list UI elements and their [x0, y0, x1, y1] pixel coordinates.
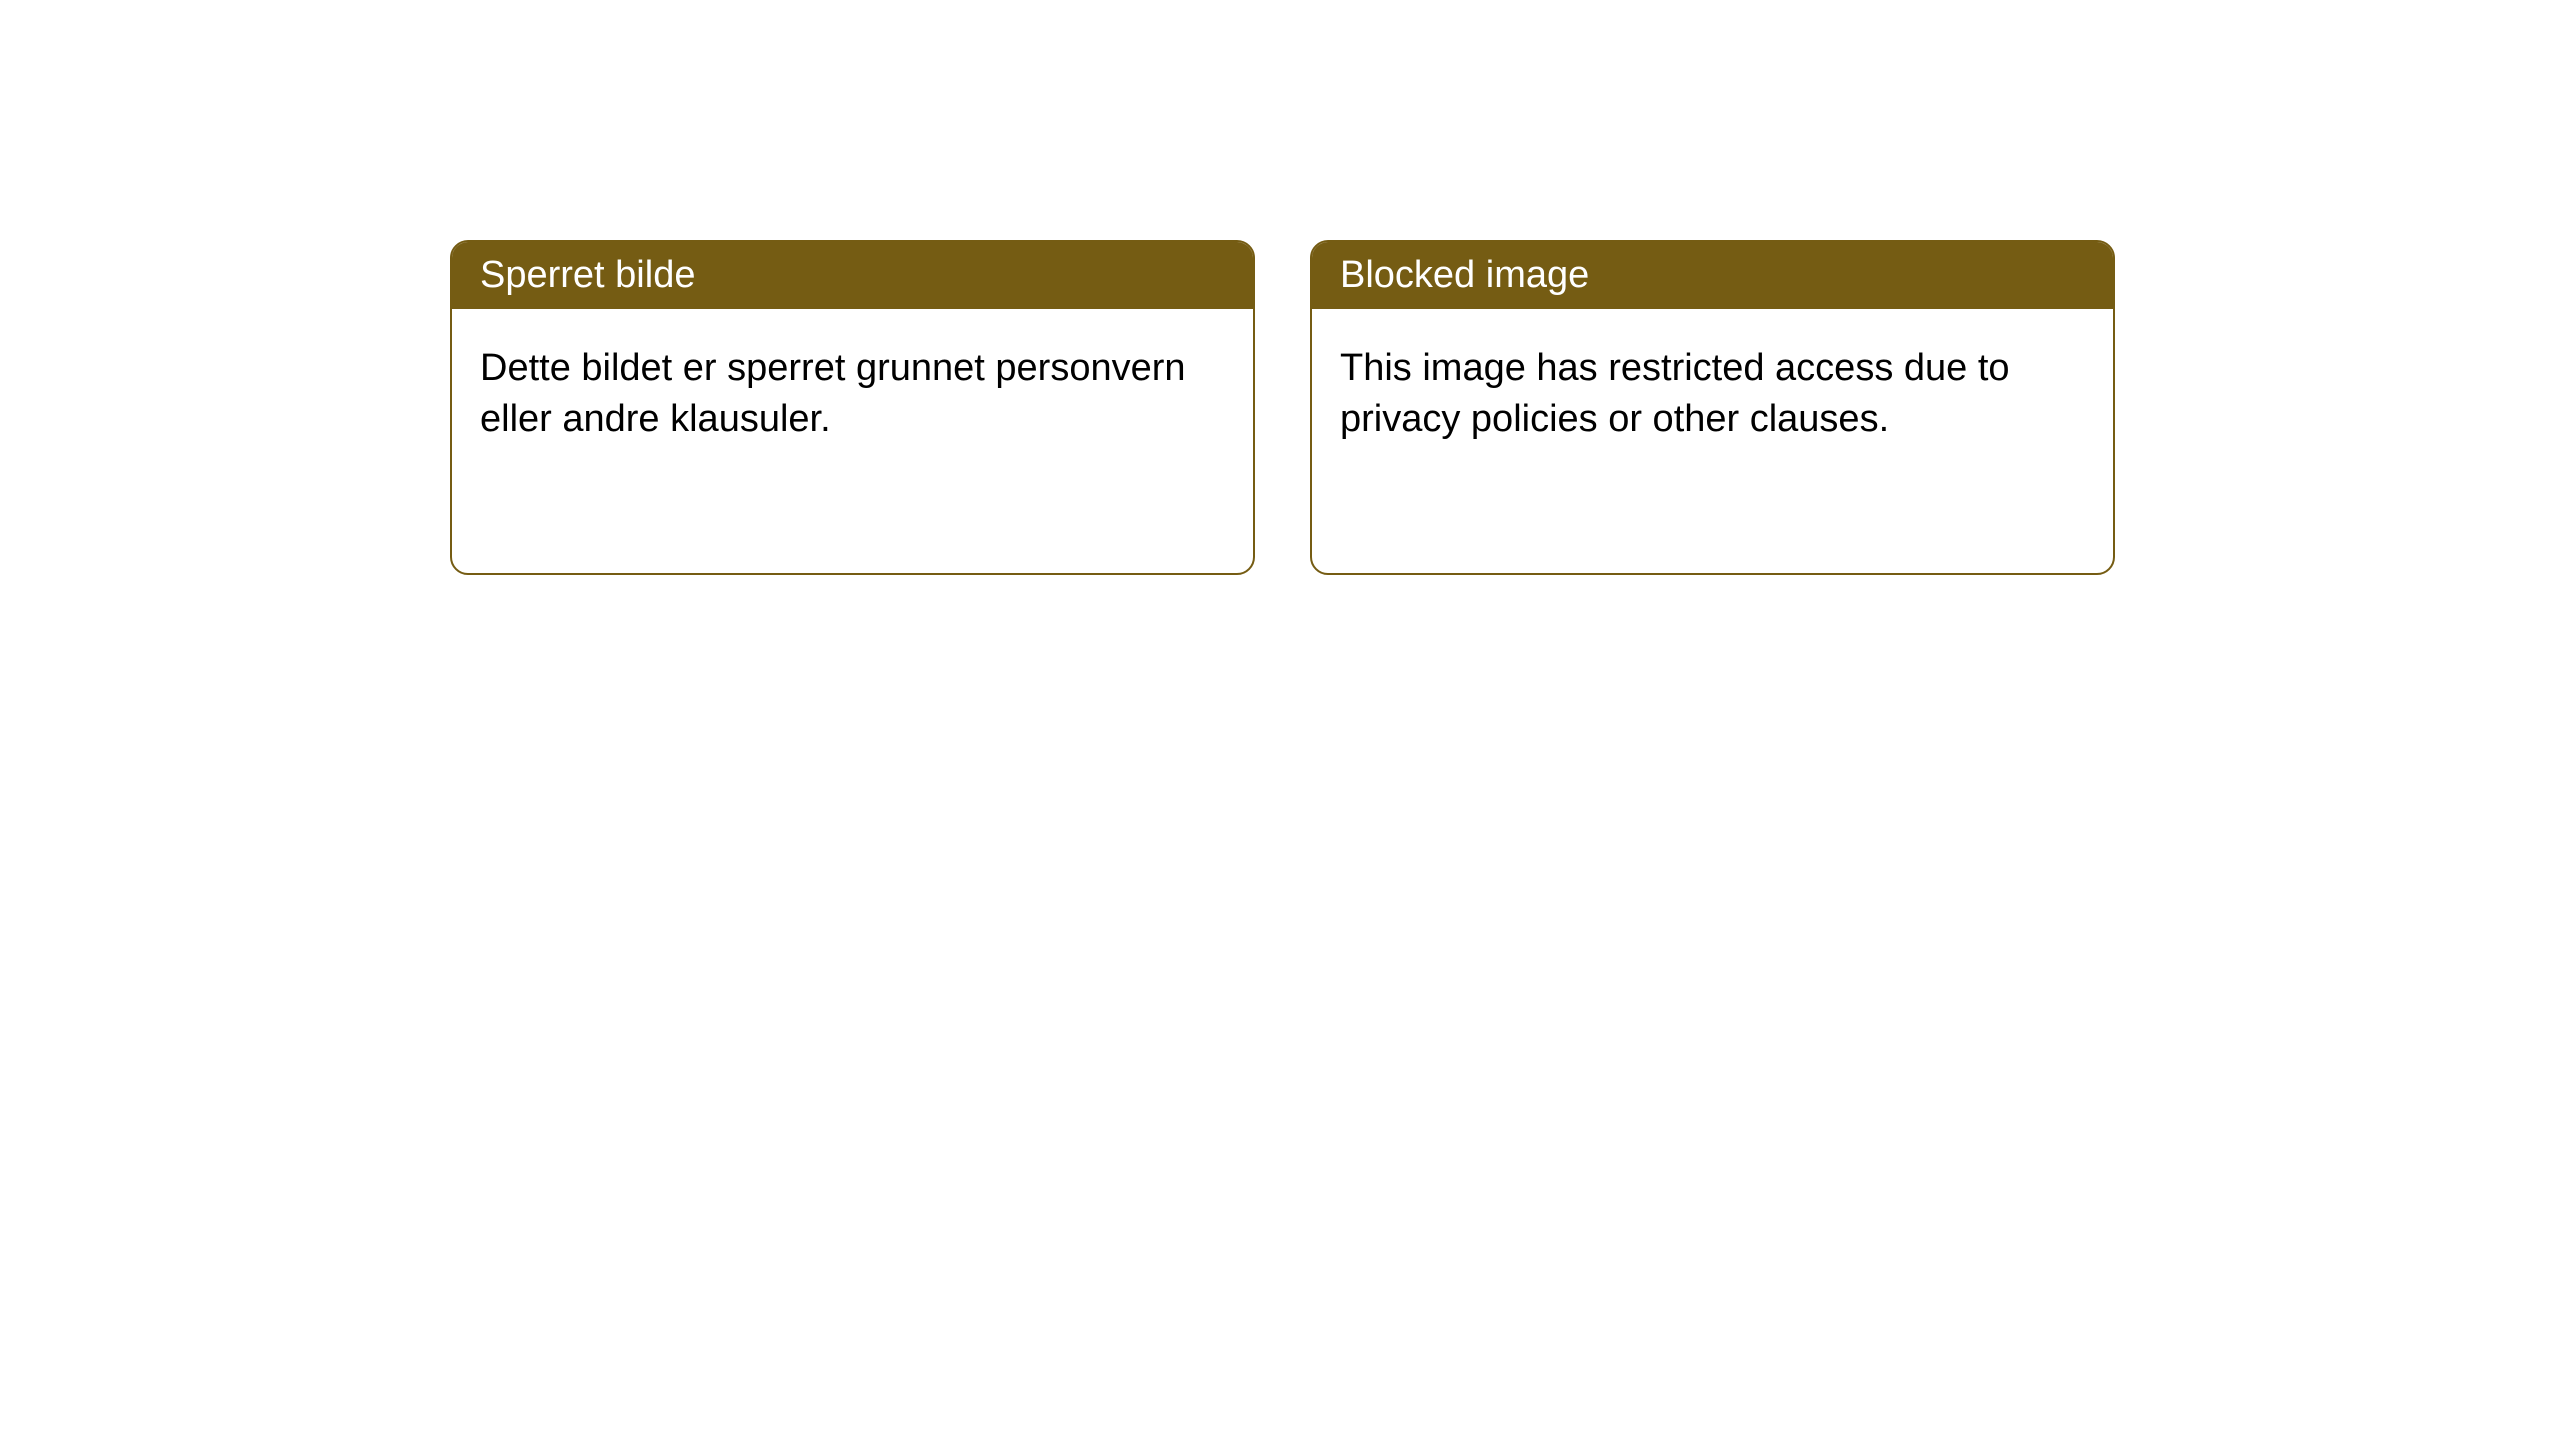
card-body: This image has restricted access due to … [1312, 309, 2113, 480]
card-body: Dette bildet er sperret grunnet personve… [452, 309, 1253, 480]
notice-cards-container: Sperret bilde Dette bildet er sperret gr… [450, 240, 2115, 575]
card-body-text: This image has restricted access due to … [1340, 347, 2010, 440]
notice-card-english: Blocked image This image has restricted … [1310, 240, 2115, 575]
card-body-text: Dette bildet er sperret grunnet personve… [480, 347, 1186, 440]
card-title: Blocked image [1340, 254, 1589, 296]
notice-card-norwegian: Sperret bilde Dette bildet er sperret gr… [450, 240, 1255, 575]
card-header: Blocked image [1312, 242, 2113, 309]
card-header: Sperret bilde [452, 242, 1253, 309]
card-title: Sperret bilde [480, 254, 695, 296]
